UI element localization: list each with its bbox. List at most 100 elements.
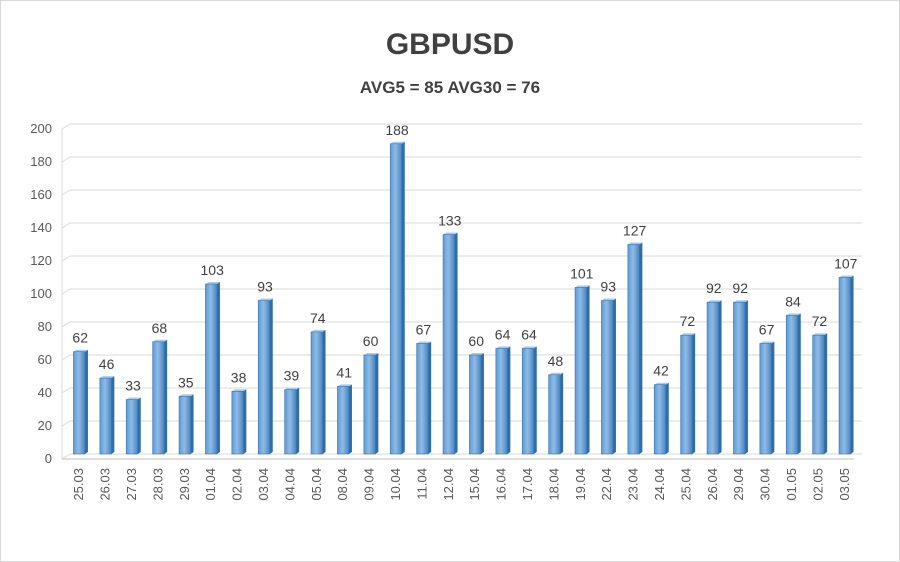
bar-top (733, 300, 748, 303)
gridline-depth (61, 354, 71, 361)
x-tick-label: 08.04 (335, 468, 350, 501)
bar-top (522, 346, 537, 349)
x-tick-label: 27.03 (124, 468, 139, 501)
bar-top (575, 285, 590, 288)
bar (257, 300, 271, 455)
data-label: 48 (548, 353, 564, 369)
bar-side (216, 282, 220, 454)
bar-side (850, 275, 854, 454)
data-label: 74 (310, 310, 326, 326)
x-tick-label: 01.04 (203, 468, 218, 501)
x-tick-label: 10.04 (388, 468, 403, 501)
data-label: 93 (257, 279, 273, 295)
bar-top (416, 341, 432, 344)
data-label: 35 (178, 374, 194, 390)
bar (442, 234, 455, 455)
x-tick-label: 25.04 (678, 468, 693, 501)
bar-top (126, 397, 141, 400)
bar-top (73, 349, 88, 352)
bar-top (179, 394, 194, 397)
data-label: 42 (653, 363, 669, 379)
x-tick-label: 18.04 (546, 468, 561, 501)
data-label: 101 (570, 265, 594, 281)
x-tick-label: 29.04 (731, 468, 746, 501)
bar-side (428, 341, 432, 454)
bar (125, 399, 139, 455)
data-label: 38 (231, 369, 247, 385)
bar (178, 395, 191, 455)
bar-top (786, 313, 801, 316)
x-tick-label: 09.04 (362, 468, 377, 501)
bar-side (639, 242, 643, 454)
bar-top (812, 333, 828, 336)
bar-side (612, 298, 616, 454)
data-label: 33 (125, 378, 141, 394)
data-label: 92 (706, 280, 722, 296)
y-tick-label: 100 (30, 286, 52, 301)
bar (205, 283, 218, 455)
bar-side (797, 313, 801, 454)
gridline-depth (61, 255, 71, 262)
x-tick-label: 29.03 (177, 468, 192, 501)
x-tick-label: 28.03 (150, 468, 165, 501)
bar (469, 354, 482, 455)
bar-side (164, 339, 168, 454)
data-label: 84 (785, 293, 801, 309)
bar-top (231, 389, 247, 392)
bar-top (839, 275, 854, 278)
y-tick-label: 0 (45, 451, 52, 466)
y-tick-label: 200 (30, 121, 52, 136)
data-labels: 62 46 33 68 35 103 38 93 39 74 41 60 188 67 133 60 64 64 4… (72, 122, 857, 394)
bar (152, 341, 165, 455)
x-tick-label: 03.05 (837, 468, 852, 501)
bar-top (680, 333, 696, 336)
x-tick-label: 04.04 (282, 468, 297, 501)
x-tick-label: 02.04 (230, 468, 245, 501)
bar-side (533, 346, 537, 454)
x-tick-label: 26.04 (705, 468, 720, 501)
bar-side (84, 349, 88, 454)
x-tick-label: 19.04 (573, 468, 588, 501)
bar-top (284, 387, 300, 390)
y-tick-label: 40 (38, 385, 52, 400)
bar-side (111, 376, 115, 454)
bar (284, 389, 297, 455)
gridline-depth (61, 222, 71, 229)
data-label: 92 (732, 280, 748, 296)
x-tick-label: 15.04 (467, 468, 482, 501)
data-label: 41 (336, 364, 352, 380)
y-tick-label: 80 (38, 319, 52, 334)
bar-side (269, 298, 273, 454)
bar-top (495, 346, 511, 349)
bar (706, 301, 719, 455)
data-label: 46 (99, 356, 115, 372)
gridline-depth (61, 288, 71, 295)
x-tick-label: 26.03 (98, 468, 113, 501)
bar (521, 348, 535, 455)
chart-subtitle: AVG5 = 85 AVG30 = 76 (359, 78, 541, 97)
bar-top (99, 376, 115, 379)
data-label: 68 (152, 320, 168, 336)
bar (574, 287, 587, 455)
x-tick-label: 24.04 (652, 468, 667, 501)
data-label: 72 (812, 313, 828, 329)
data-label: 64 (495, 326, 511, 342)
x-tick-label: 12.04 (441, 468, 456, 501)
y-tick-label: 180 (30, 154, 52, 169)
y-tick-label: 160 (30, 187, 52, 202)
bar (733, 301, 746, 455)
bar-top (337, 384, 352, 387)
bar-top (363, 353, 379, 355)
bar-top (390, 141, 405, 144)
bar-top (258, 298, 273, 301)
bar-side (718, 300, 722, 454)
bar-side (454, 232, 458, 454)
x-tick-label: 02.05 (810, 468, 825, 501)
bar (812, 334, 825, 455)
bar-side (824, 333, 828, 454)
bar (601, 300, 614, 455)
bar-top (759, 341, 775, 344)
bar (310, 331, 323, 455)
x-tick-label: 03.04 (256, 468, 271, 501)
